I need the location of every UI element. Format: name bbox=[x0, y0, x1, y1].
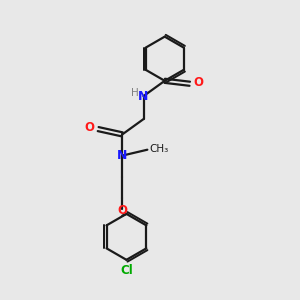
Text: Cl: Cl bbox=[120, 264, 133, 277]
Text: O: O bbox=[117, 204, 127, 217]
Text: O: O bbox=[193, 76, 203, 89]
Text: H: H bbox=[131, 88, 139, 98]
Text: O: O bbox=[85, 121, 94, 134]
Text: N: N bbox=[117, 149, 128, 162]
Text: N: N bbox=[138, 90, 149, 103]
Text: CH₃: CH₃ bbox=[149, 143, 169, 154]
